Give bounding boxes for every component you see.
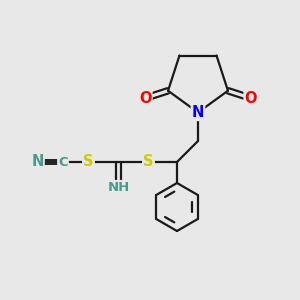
- Text: O: O: [139, 91, 152, 106]
- Text: S: S: [83, 154, 94, 169]
- Text: O: O: [244, 91, 257, 106]
- Text: S: S: [143, 154, 154, 169]
- Text: NH: NH: [107, 181, 130, 194]
- Text: N: N: [31, 154, 44, 169]
- Text: C: C: [58, 155, 68, 169]
- Text: N: N: [192, 105, 204, 120]
